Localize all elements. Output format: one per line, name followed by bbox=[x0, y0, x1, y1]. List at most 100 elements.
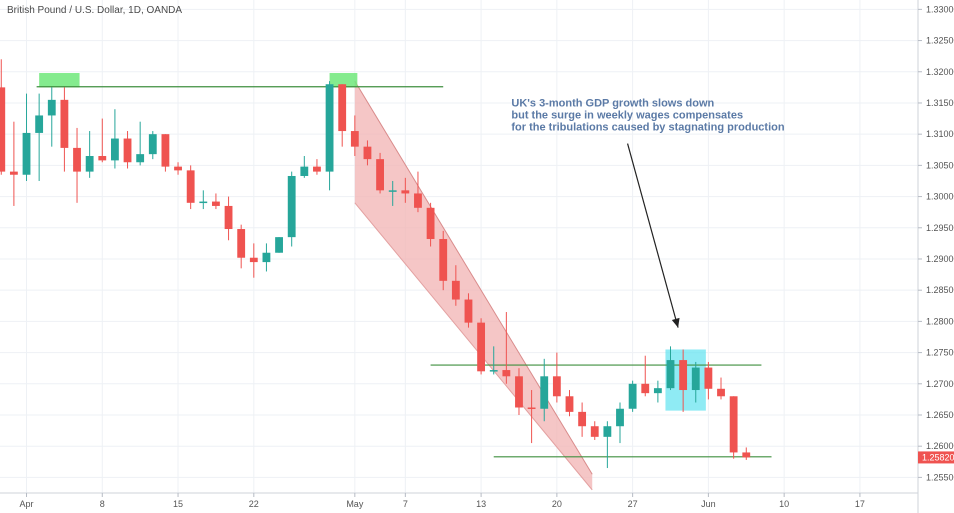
time-tick-label: 22 bbox=[249, 499, 259, 509]
candle-down bbox=[527, 390, 536, 444]
candle-body bbox=[477, 322, 486, 372]
candle-body bbox=[350, 131, 359, 147]
candle-up bbox=[628, 380, 637, 412]
candle-down bbox=[98, 118, 107, 163]
candle-body bbox=[552, 376, 561, 397]
candle-body bbox=[439, 239, 448, 281]
horizontal-line-layer bbox=[36, 86, 772, 458]
candle-body bbox=[60, 99, 69, 148]
time-tick-label: 27 bbox=[628, 499, 638, 509]
candle-body bbox=[224, 205, 233, 230]
candle-body bbox=[47, 99, 56, 116]
candle-body bbox=[426, 207, 435, 240]
candle-body bbox=[704, 367, 713, 389]
candle-up bbox=[540, 358, 549, 422]
time-tick-label: 20 bbox=[552, 499, 562, 509]
candle-body bbox=[578, 411, 587, 427]
candle-down bbox=[186, 165, 195, 210]
candle-body bbox=[717, 388, 725, 397]
candle-up bbox=[275, 237, 283, 253]
candle-down bbox=[9, 121, 18, 206]
price-tick-label: 1.27000 bbox=[926, 379, 954, 389]
candle-down bbox=[552, 352, 561, 403]
candle-body bbox=[679, 360, 688, 391]
candle-down bbox=[174, 162, 182, 175]
candle-body bbox=[729, 396, 738, 453]
price-tick-label: 1.31500 bbox=[926, 98, 954, 108]
channel-upper-edge bbox=[354, 80, 593, 475]
candle-body bbox=[212, 201, 220, 206]
swing-high-highlight bbox=[39, 73, 80, 88]
candle-down bbox=[123, 131, 132, 169]
time-tick-label: Jun bbox=[701, 499, 716, 509]
time-tick-label: 17 bbox=[855, 499, 865, 509]
price-tick-label: 1.32500 bbox=[926, 36, 954, 46]
candle-body bbox=[186, 170, 195, 203]
candle-body bbox=[414, 193, 422, 208]
candle-body bbox=[666, 360, 675, 389]
candle-body bbox=[338, 84, 347, 132]
candle-body bbox=[161, 134, 170, 167]
candle-down bbox=[414, 171, 422, 213]
candle-down bbox=[249, 243, 258, 278]
time-tick-label: 10 bbox=[779, 499, 789, 509]
candle-down bbox=[237, 224, 246, 269]
candle-up bbox=[199, 190, 208, 210]
candle-down bbox=[73, 127, 81, 203]
candle-body bbox=[0, 87, 6, 172]
candle-body bbox=[300, 166, 309, 176]
candle-up bbox=[262, 243, 271, 272]
candle-up bbox=[85, 131, 94, 178]
candle-up bbox=[110, 109, 119, 169]
channel-lower-edge bbox=[354, 202, 593, 491]
annotation-text-line: for the tribulations caused by stagnatin… bbox=[511, 122, 784, 134]
candle-down bbox=[679, 349, 688, 412]
candle-body bbox=[464, 299, 473, 323]
price-tick-label: 1.29500 bbox=[926, 223, 954, 233]
candle-down bbox=[376, 152, 384, 194]
candle-up bbox=[489, 346, 498, 375]
candle-body bbox=[148, 134, 157, 155]
candle-body bbox=[237, 229, 246, 258]
candle-body bbox=[9, 171, 18, 175]
candle-body bbox=[565, 396, 574, 412]
price-tick-label: 1.27500 bbox=[926, 348, 954, 358]
candle-up bbox=[300, 156, 309, 178]
candle-up bbox=[691, 361, 700, 403]
channel-layer bbox=[354, 80, 593, 491]
candle-down bbox=[477, 318, 486, 375]
candle-down bbox=[313, 159, 321, 175]
price-tick-label: 1.30500 bbox=[926, 160, 954, 170]
swing-high-highlight bbox=[329, 73, 358, 88]
time-tick-label: Apr bbox=[20, 499, 34, 509]
candle-down bbox=[350, 115, 359, 157]
price-tick-label: 1.25500 bbox=[926, 472, 954, 482]
candle-body bbox=[110, 138, 119, 161]
last-price-label: 1.25820 bbox=[918, 451, 954, 464]
price-axis[interactable]: 1.25500 1.26000 1.26500 1.27000 1.27500 1.280… bbox=[918, 4, 954, 482]
candle-body bbox=[742, 452, 751, 458]
price-tick-label: 1.31000 bbox=[926, 129, 954, 139]
candle-body bbox=[85, 156, 94, 172]
chart-title: British Pound / U.S. Dollar, 1D, OANDA bbox=[7, 5, 182, 16]
price-tick-label: 1.26000 bbox=[926, 441, 954, 451]
price-tick-label: 1.30000 bbox=[926, 192, 954, 202]
time-axis[interactable]: Apr 8 15 22 May 7 13 20 27 Jun 10 17 bbox=[20, 493, 865, 509]
candle-down bbox=[338, 84, 347, 147]
candle-body bbox=[401, 190, 410, 194]
candle-down bbox=[717, 377, 725, 400]
candle-body bbox=[641, 383, 650, 394]
candle-body bbox=[98, 156, 107, 161]
time-tick-label: 13 bbox=[476, 499, 486, 509]
candle-down bbox=[0, 59, 6, 175]
candle-up bbox=[136, 121, 145, 166]
candle-down bbox=[704, 361, 713, 400]
candle-up bbox=[653, 380, 662, 403]
last-price-value: 1.25820 bbox=[922, 452, 954, 462]
candle-down bbox=[451, 265, 460, 306]
candle-up bbox=[603, 421, 612, 469]
candle-body bbox=[35, 115, 44, 133]
time-tick-label: May bbox=[346, 499, 364, 509]
